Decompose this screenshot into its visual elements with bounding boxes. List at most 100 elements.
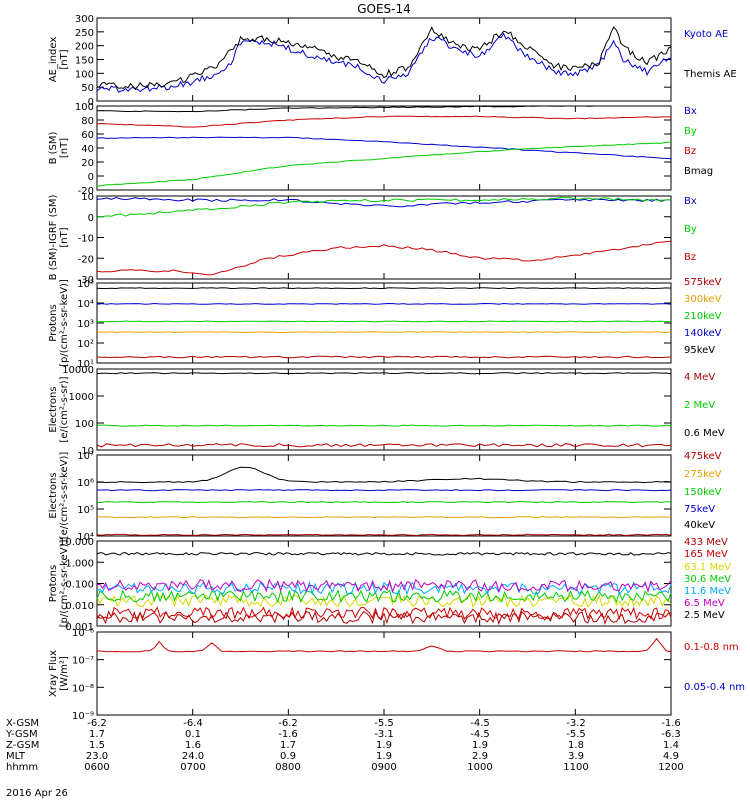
footer-value: -1.6 bbox=[661, 718, 681, 729]
legend-kyoto-ae: Kyoto AE bbox=[684, 29, 728, 40]
legend-by: By bbox=[684, 126, 697, 137]
series-210kev bbox=[96, 320, 672, 323]
footer-value: -6.3 bbox=[661, 729, 681, 740]
y-tick-label: 1.000 bbox=[65, 558, 94, 569]
y-tick-label: 0 bbox=[88, 213, 94, 224]
y-tick-label: 0 bbox=[88, 172, 94, 183]
footer-value: 1.7 bbox=[280, 740, 296, 751]
y-tick-label: -10 bbox=[78, 234, 94, 245]
y-tick-label: 10⁴ bbox=[77, 299, 94, 310]
legend-bz: Bz bbox=[684, 252, 696, 263]
panel-xray: 10⁻⁹ 10⁻⁸ 10⁻⁷ 10⁻⁶ Xray Flux [W/m²] 0.1-0.8 n… bbox=[48, 628, 745, 722]
footer-value: 2.9 bbox=[472, 751, 488, 762]
y-tick-label: 50 bbox=[81, 83, 94, 94]
series-themis-ae bbox=[96, 26, 672, 90]
series-275kev bbox=[96, 516, 672, 519]
legend-30-6-mev: 30.6 MeV bbox=[684, 574, 731, 585]
y-axis-label: B (SM) bbox=[48, 131, 59, 164]
series-95kev bbox=[96, 287, 672, 290]
panel-electrons_kev: 10⁴ 10⁵ 10⁶ 10⁷ Electrons [e/(cm²-s-sr-keV)] 4… bbox=[48, 451, 722, 543]
y-tick-label: 10⁷ bbox=[77, 451, 94, 462]
y-tick-label: 60 bbox=[81, 130, 94, 141]
series-2-mev bbox=[96, 424, 672, 427]
legend-475kev: 475keV bbox=[684, 451, 722, 462]
y-axis-label: Protons bbox=[48, 304, 59, 341]
y-tick-label: 200 bbox=[75, 42, 94, 53]
legend-210kev: 210keV bbox=[684, 311, 722, 322]
legend-bmag: Bmag bbox=[684, 166, 713, 177]
legend-0-6-mev: 0.6 MeV bbox=[684, 428, 725, 439]
y-axis-label: [nT] bbox=[59, 49, 70, 69]
footer-row-label: MLT bbox=[6, 751, 26, 762]
legend-165-mev: 165 MeV bbox=[684, 549, 728, 560]
y-tick-label: 1000 bbox=[69, 392, 94, 403]
panel-frame bbox=[96, 195, 672, 280]
y-axis-label: [e/(cm²-s-sr)] bbox=[59, 376, 70, 442]
series-0-6-mev bbox=[96, 372, 672, 375]
series-bz bbox=[96, 115, 671, 128]
y-axis-label: [p/(cm²-s-sr-keV)] bbox=[59, 279, 70, 367]
y-tick-label: 80 bbox=[81, 116, 94, 127]
y-axis-label: Protons bbox=[48, 565, 59, 602]
series-0-1-0-8-nm bbox=[96, 637, 672, 653]
legend-4-mev: 4 MeV bbox=[684, 372, 715, 383]
panel-protons_low: 10¹ 10² 10³ 10⁴ 10⁵ Protons [p/(cm²-s-sr-keV)]… bbox=[48, 277, 722, 370]
series-by bbox=[96, 141, 671, 187]
y-axis-label: Electrons bbox=[48, 386, 59, 432]
panel-frame bbox=[96, 17, 672, 102]
footer-value: 1000 bbox=[467, 762, 492, 773]
panel-bigrf: -30 -20 -10 0 10 B (SM)-IGRF (SM) [nT] Bx By Bz bbox=[48, 192, 697, 286]
footer-value: 0900 bbox=[371, 762, 396, 773]
footer-value: -1.6 bbox=[278, 729, 298, 740]
panel-protons_high: 0.001 0.010 0.100 1.000 10.000 Protons [p/(cm²… bbox=[48, 537, 731, 633]
footer-row-label: Z-GSM bbox=[6, 740, 39, 751]
y-tick-label: 10⁻⁸ bbox=[72, 683, 94, 694]
panel-ae: 0 50 100 150 200 250 300 AE_index [nT] Kyoto AE Th… bbox=[48, 14, 737, 108]
y-axis-label: [W/m²] bbox=[59, 656, 70, 691]
footer-value: 1.4 bbox=[663, 740, 679, 751]
series-30-6-mev bbox=[96, 589, 672, 604]
y-axis-label: B (SM)-IGRF (SM) bbox=[48, 195, 59, 281]
footer-value: 0.9 bbox=[280, 751, 296, 762]
footer-value: 1100 bbox=[563, 762, 588, 773]
y-tick-label: 100 bbox=[75, 419, 94, 430]
y-tick-label: 10¹ bbox=[77, 359, 94, 370]
y-tick-label: 0.010 bbox=[65, 601, 94, 612]
series-2-5-mev bbox=[96, 552, 672, 556]
panel-frame bbox=[96, 631, 672, 716]
footer-value: 0800 bbox=[275, 762, 300, 773]
legend-433-mev: 433 MeV bbox=[684, 537, 728, 548]
footer-value: 0600 bbox=[84, 762, 109, 773]
series-11-6-mev bbox=[96, 580, 672, 596]
legend-575kev: 575keV bbox=[684, 277, 722, 288]
y-tick-label: 10⁻⁷ bbox=[72, 656, 94, 667]
y-axis-label: AE_index bbox=[48, 37, 59, 83]
legend-bz: Bz bbox=[684, 146, 696, 157]
y-tick-label: 150 bbox=[75, 56, 94, 67]
legend-6-5-mev: 6.5 MeV bbox=[684, 598, 725, 609]
footer-value: -4.5 bbox=[470, 718, 490, 729]
figure-title: GOES-14 bbox=[357, 2, 411, 16]
y-tick-label: 10.000 bbox=[59, 537, 94, 548]
y-tick-label: 300 bbox=[75, 14, 94, 25]
series-433-mev bbox=[96, 610, 672, 625]
legend-2-mev: 2 MeV bbox=[684, 400, 715, 411]
y-tick-label: 10⁵ bbox=[77, 279, 94, 290]
footer-value: 4.9 bbox=[663, 751, 679, 762]
y-tick-label: 10⁻⁶ bbox=[72, 628, 94, 639]
y-axis-label: [p/(cm²-s-sr-keV)] bbox=[59, 540, 70, 628]
series-40kev bbox=[96, 466, 672, 484]
series-165-mev bbox=[96, 606, 672, 621]
footer-value: 1.9 bbox=[376, 740, 392, 751]
footer-value: 1.5 bbox=[89, 740, 105, 751]
legend-40kev: 40keV bbox=[684, 520, 715, 531]
legend-11-6-mev: 11.6 MeV bbox=[684, 586, 731, 597]
y-tick-label: -30 bbox=[78, 275, 94, 286]
series-63-1-mev bbox=[96, 594, 672, 609]
footer-value: -6.4 bbox=[183, 718, 203, 729]
footer-row-label: Y-GSM bbox=[5, 729, 38, 740]
footer-value: 1.8 bbox=[568, 740, 584, 751]
